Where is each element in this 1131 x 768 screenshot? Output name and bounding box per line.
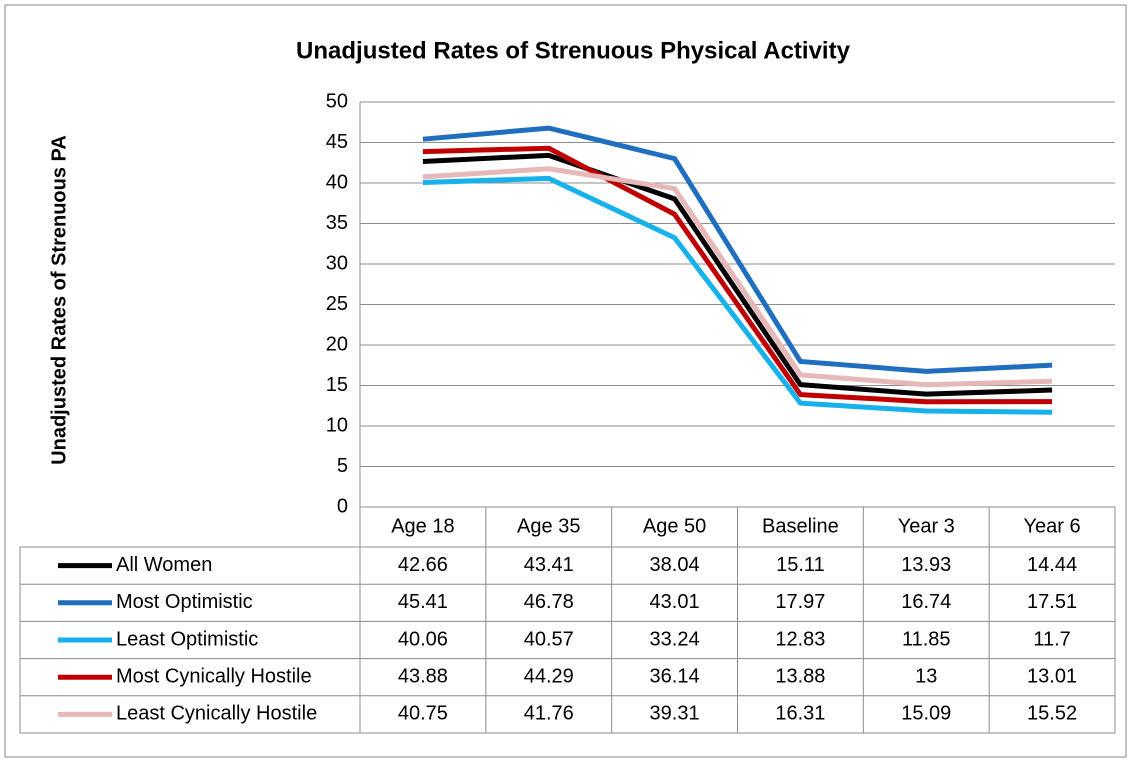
y-tick-label: 30	[326, 252, 348, 274]
y-tick-label: 5	[337, 455, 348, 477]
legend-label: Least Cynically Hostile	[116, 703, 317, 725]
table-value: 41.76	[524, 703, 574, 725]
table-value: 38.04	[650, 554, 700, 576]
table-value: 17.51	[1027, 591, 1077, 613]
table-value: 13.88	[775, 665, 825, 687]
y-tick-label: 0	[337, 495, 348, 517]
table-value: 16.74	[901, 591, 951, 613]
y-tick-label: 10	[326, 414, 348, 436]
legend-label: All Women	[116, 554, 212, 576]
table-value: 17.97	[775, 591, 825, 613]
y-tick-label: 20	[326, 333, 348, 355]
x-tick-label: Age 18	[391, 515, 454, 537]
series-line	[422, 152, 1053, 397]
table-value: 43.01	[650, 591, 700, 613]
table-value: 15.11	[776, 554, 825, 576]
table-value: 12.83	[775, 628, 825, 650]
table-value: 40.06	[398, 628, 448, 650]
y-tick-label: 15	[326, 374, 348, 396]
table-value: 16.31	[775, 703, 825, 725]
table-value: 43.88	[398, 665, 448, 687]
table-value: 39.31	[650, 703, 700, 725]
table-value: 43.41	[524, 554, 574, 576]
series-line	[422, 175, 1053, 415]
table-value: 13	[915, 665, 937, 687]
table-value: 36.14	[650, 665, 700, 687]
y-tick-label: 45	[326, 131, 348, 153]
y-tick-label: 40	[326, 171, 348, 193]
legend-label: Most Cynically Hostile	[116, 665, 312, 687]
legend-label: Most Optimistic	[116, 591, 253, 613]
table-value: 40.57	[524, 628, 574, 650]
table-value: 40.75	[398, 703, 448, 725]
table-value: 13.01	[1027, 665, 1077, 687]
y-tick-label: 35	[326, 212, 348, 234]
table-value: 42.66	[398, 554, 448, 576]
series-line	[422, 166, 1053, 388]
x-tick-label: Age 35	[517, 515, 580, 537]
table-value: 33.24	[650, 628, 700, 650]
legend-label: Least Optimistic	[116, 628, 258, 650]
table-value: 45.41	[398, 591, 448, 613]
table-value: 15.09	[901, 703, 951, 725]
x-tick-label: Year 3	[898, 515, 955, 537]
y-axis-label: Unadjusted Rates of Strenuous PA	[48, 135, 70, 465]
table-value: 15.52	[1027, 703, 1077, 725]
table-value: 44.29	[524, 665, 574, 687]
series-line	[422, 125, 1053, 374]
table-value: 11.7	[1033, 628, 1070, 650]
x-tick-label: Age 50	[643, 515, 706, 537]
series-line	[422, 145, 1053, 405]
x-tick-label: Baseline	[762, 515, 839, 537]
table-value: 13.93	[901, 554, 951, 576]
x-tick-label: Year 6	[1024, 515, 1081, 537]
table-value: 14.44	[1027, 554, 1077, 576]
chart-title: Unadjusted Rates of Strenuous Physical A…	[296, 37, 851, 64]
y-tick-label: 50	[326, 90, 348, 112]
y-tick-label: 25	[326, 293, 348, 315]
table-value: 11.85	[902, 628, 951, 650]
table-value: 46.78	[524, 591, 574, 613]
